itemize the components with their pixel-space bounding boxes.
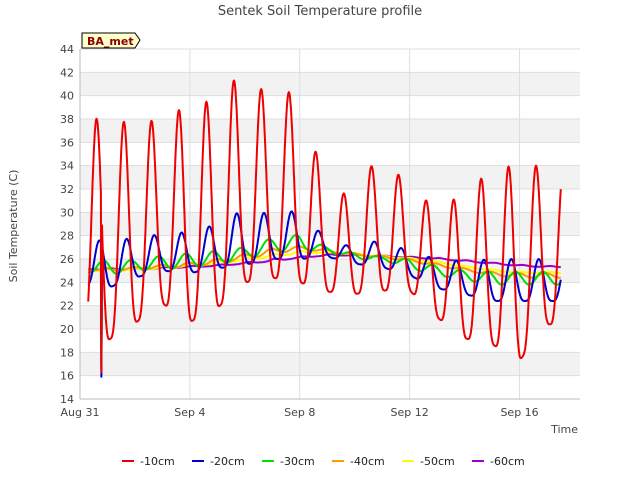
x-tick-label: Sep 16 xyxy=(500,406,538,419)
x-tick-label: Sep 8 xyxy=(284,406,315,419)
badge-box xyxy=(81,32,141,49)
x-tick-label: Sep 4 xyxy=(174,406,205,419)
legend-label: -60cm xyxy=(490,455,525,468)
legend-label: -30cm xyxy=(280,455,315,468)
plot-band xyxy=(80,72,580,96)
y-tick-label: 18 xyxy=(60,346,74,359)
legend-label: -20cm xyxy=(210,455,245,468)
x-tick-label: Sep 12 xyxy=(391,406,429,419)
x-tick-labels: Aug 31 Sep 4 Sep 8 Sep 12 Sep 16 xyxy=(61,406,539,419)
y-tick-label: 16 xyxy=(60,370,74,383)
y-tick-label: 36 xyxy=(60,136,74,149)
badge-label: BA_met xyxy=(87,35,134,48)
y-tick-label: 34 xyxy=(60,160,74,173)
y-tick-label: 22 xyxy=(60,300,74,313)
series-line-neg10cm xyxy=(87,79,562,374)
plot-band xyxy=(80,352,580,376)
station-badge: BA_met xyxy=(81,32,141,49)
axes xyxy=(79,49,580,400)
y-tick-labels: 14 16 18 20 22 24 26 28 30 32 34 36 38 40 42 44 xyxy=(60,43,74,406)
plot-band xyxy=(80,305,580,329)
x-axis-title: Time xyxy=(550,423,578,436)
series-layer xyxy=(87,79,562,378)
y-tick-label: 40 xyxy=(60,90,74,103)
y-tick-label: 30 xyxy=(60,206,74,219)
legend-label: -40cm xyxy=(350,455,385,468)
y-axis-title: Soil Temperature (C) xyxy=(7,170,20,283)
x-tick-label: Aug 31 xyxy=(61,406,100,419)
y-tick-label: 44 xyxy=(60,43,74,56)
grid-lines xyxy=(79,48,580,400)
plot-background xyxy=(80,49,580,399)
y-tick-label: 14 xyxy=(60,393,74,406)
plot-band xyxy=(80,212,580,236)
series-line-neg20cm xyxy=(87,210,562,378)
y-tick-label: 20 xyxy=(60,323,74,336)
y-tick-label: 28 xyxy=(60,230,74,243)
legend: -10cm -20cm -30cm -40cm -50cm -60cm xyxy=(122,455,525,468)
y-tick-label: 24 xyxy=(60,276,74,289)
legend-label: -50cm xyxy=(420,455,455,468)
plot-band xyxy=(80,119,580,143)
y-tick-label: 38 xyxy=(60,113,74,126)
y-tick-label: 32 xyxy=(60,183,74,196)
legend-label: -10cm xyxy=(140,455,175,468)
plot-band xyxy=(80,165,580,189)
chart-title: Sentek Soil Temperature profile xyxy=(218,4,422,19)
y-tick-label: 26 xyxy=(60,253,74,266)
y-tick-label: 42 xyxy=(60,66,74,79)
